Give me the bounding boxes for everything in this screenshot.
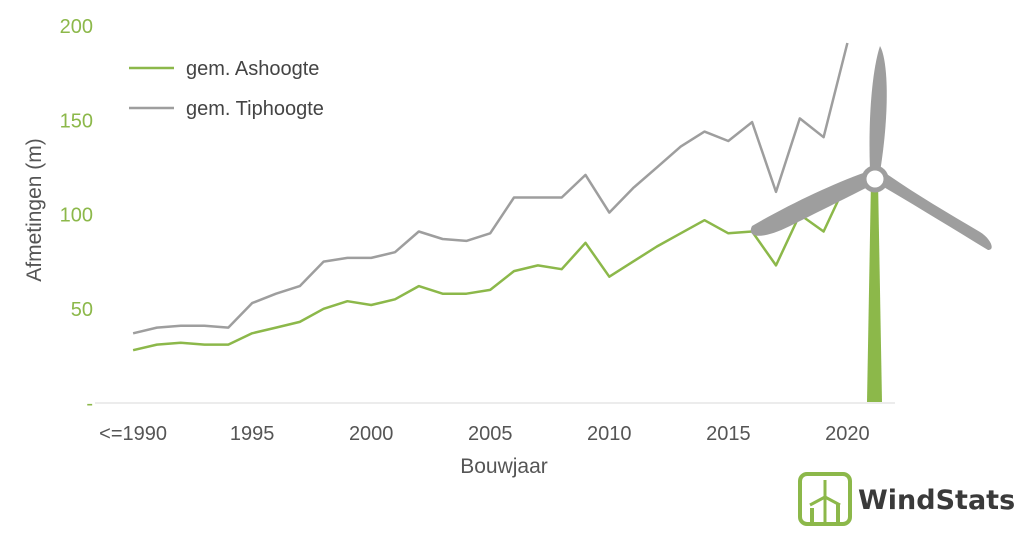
x-axis-ticks: <=1990 1995 2000 2005 2010 2015 2020 (99, 423, 869, 445)
logo-wordmark: WindStats (858, 485, 1015, 516)
y-axis-title: Afmetingen (m) (23, 138, 46, 282)
legend: gem. Ashoogte gem. Tiphoogte (129, 58, 324, 120)
y-tick-label: - (86, 393, 93, 415)
series-line-0 (132, 180, 849, 352)
x-tick-label: 2005 (468, 423, 513, 445)
y-tick-label: 150 (60, 110, 93, 132)
x-tick-label: 1995 (230, 423, 275, 445)
series-line-1 (132, 42, 849, 335)
turbine-blade-right (882, 172, 992, 250)
wind-turbine-icon (750, 46, 992, 402)
x-tick-label: 2015 (706, 423, 751, 445)
logo-icon-frame (798, 472, 852, 526)
y-tick-label: 200 (60, 16, 93, 38)
x-tick-label: 2020 (825, 423, 870, 445)
x-tick-label: <=1990 (99, 423, 167, 445)
windstats-logo: WindStats (798, 472, 1015, 526)
y-tick-label: 100 (60, 205, 93, 227)
wind-turbine-icon (809, 480, 841, 522)
x-axis-title: Bouwjaar (460, 455, 548, 478)
turbine-blade-left (750, 172, 870, 236)
turbine-hub (861, 165, 889, 193)
y-axis-ticks: - 50 100 150 200 (60, 16, 93, 415)
x-tick-label: 2010 (587, 423, 632, 445)
turbine-tower (867, 179, 882, 402)
turbine-blade-up (869, 46, 887, 172)
legend-label: gem. Ashoogte (186, 58, 319, 80)
x-tick-label: 2000 (349, 423, 394, 445)
series-group (132, 42, 849, 352)
legend-label: gem. Tiphoogte (186, 98, 324, 120)
y-tick-label: 50 (71, 299, 93, 321)
